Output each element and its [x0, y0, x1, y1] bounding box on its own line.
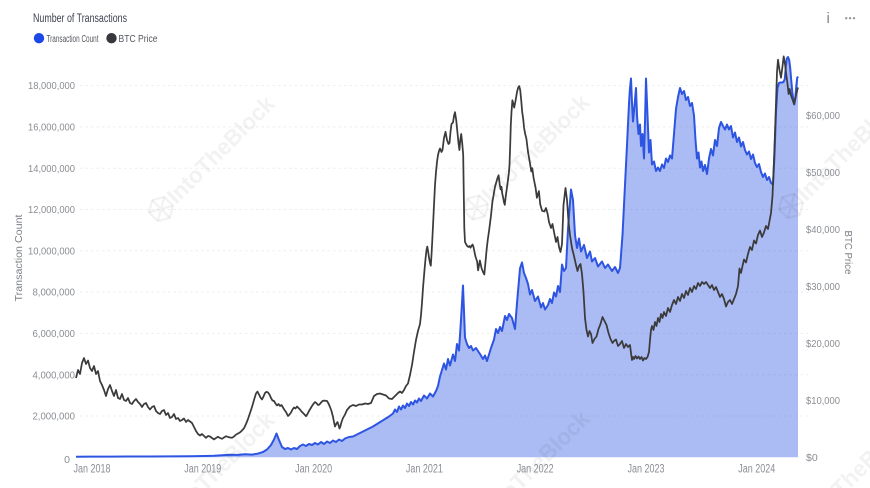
- svg-text:8,000,000: 8,000,000: [33, 287, 76, 299]
- svg-text:Jan 2021: Jan 2021: [406, 464, 443, 476]
- svg-text:$0: $0: [806, 452, 818, 464]
- svg-text:Jan 2018: Jan 2018: [74, 464, 111, 476]
- svg-text:$40,000: $40,000: [806, 224, 840, 236]
- svg-text:$50,000: $50,000: [806, 167, 840, 179]
- svg-text:BTC Price: BTC Price: [842, 231, 854, 275]
- svg-text:6,000,000: 6,000,000: [33, 328, 76, 340]
- svg-text:Jan 2023: Jan 2023: [628, 464, 665, 476]
- svg-text:i: i: [827, 10, 830, 27]
- svg-text:10,000,000: 10,000,000: [28, 245, 75, 257]
- svg-text:12,000,000: 12,000,000: [28, 204, 75, 216]
- svg-text:4,000,000: 4,000,000: [33, 369, 76, 381]
- svg-text:14,000,000: 14,000,000: [28, 163, 75, 175]
- svg-text:0: 0: [64, 454, 70, 466]
- svg-text:$10,000: $10,000: [806, 395, 840, 407]
- svg-text:Jan 2019: Jan 2019: [184, 464, 221, 476]
- svg-text:$60,000: $60,000: [806, 110, 840, 122]
- svg-text:Jan 2022: Jan 2022: [517, 464, 554, 476]
- svg-text:18,000,000: 18,000,000: [28, 80, 75, 92]
- svg-text:Number of Transactions: Number of Transactions: [33, 13, 127, 25]
- svg-text:Jan 2020: Jan 2020: [295, 464, 332, 476]
- svg-text:$20,000: $20,000: [806, 338, 840, 350]
- svg-text:BTC Price: BTC Price: [119, 34, 158, 45]
- svg-text:Transaction Count: Transaction Count: [47, 34, 99, 45]
- svg-text:Jan 2024: Jan 2024: [738, 464, 775, 476]
- svg-text:16,000,000: 16,000,000: [28, 122, 75, 134]
- svg-text:$30,000: $30,000: [806, 281, 840, 293]
- svg-text:2,000,000: 2,000,000: [33, 411, 76, 423]
- svg-text:Transaction Count: Transaction Count: [13, 214, 25, 301]
